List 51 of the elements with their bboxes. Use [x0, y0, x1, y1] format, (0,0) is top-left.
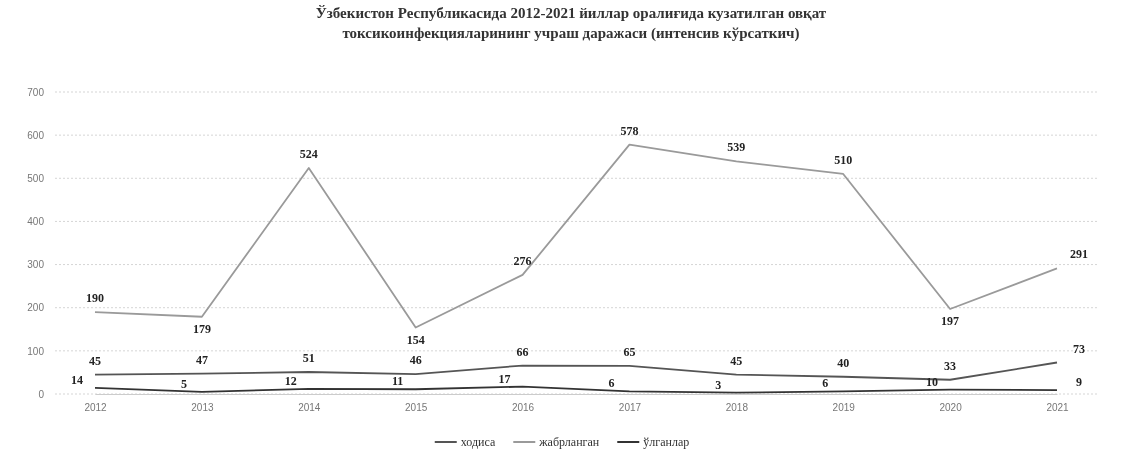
- data-label: 45: [730, 353, 743, 368]
- data-label: 291: [1070, 247, 1088, 262]
- chart-title: Ўзбекистон Республикасида 2012-2021 йиллар оралиғида кузатилган овқат токсикоинфекцияларининг учраш даражаси (интенсив кўрсаткич): [315, 5, 827, 42]
- x-tick-label: 2012: [84, 402, 108, 413]
- data-label: 9: [1076, 375, 1082, 390]
- data-label: 51: [302, 351, 315, 365]
- legend-label: ходиса: [460, 435, 496, 449]
- x-tick-label: 2019: [832, 402, 856, 413]
- data-label: 197: [941, 314, 960, 329]
- x-tick-label: 2017: [618, 402, 642, 413]
- y-tick-label: 0: [38, 388, 45, 400]
- data-label: 539: [727, 140, 746, 155]
- y-tick-label: 200: [27, 302, 45, 314]
- data-label: 47: [195, 352, 208, 367]
- data-label: 14: [71, 372, 83, 387]
- data-label: 33: [944, 358, 957, 373]
- data-label: 46: [409, 353, 422, 368]
- data-label: 40: [837, 355, 850, 370]
- legend-label: ўлганлар: [643, 435, 690, 449]
- x-tick-label: 2014: [298, 402, 321, 413]
- y-tick-label: 300: [27, 259, 45, 271]
- data-label: 524: [299, 146, 318, 161]
- x-tick-label: 2021: [1046, 402, 1070, 413]
- x-tick-label: 2013: [191, 402, 214, 413]
- y-tick-label: 700: [27, 86, 45, 98]
- data-label: 3: [715, 377, 722, 392]
- data-label: 65: [623, 344, 636, 359]
- data-label: 17: [498, 371, 511, 386]
- data-label: 5: [180, 376, 187, 391]
- data-label: 179: [192, 321, 211, 336]
- data-label: 6: [822, 376, 829, 391]
- y-tick-label: 500: [27, 172, 45, 184]
- x-tick-label: 2020: [939, 402, 963, 413]
- y-tick-label: 400: [27, 216, 45, 228]
- data-label: 66: [516, 344, 529, 359]
- y-tick-label: 100: [27, 345, 45, 357]
- data-label: 190: [86, 291, 104, 306]
- data-label: 45: [89, 353, 101, 368]
- data-label: 6: [608, 376, 615, 391]
- x-tick-label: 2015: [405, 402, 428, 413]
- data-label: 276: [513, 253, 532, 268]
- x-tick-label: 2018: [725, 402, 749, 413]
- data-label: 11: [391, 374, 404, 389]
- data-label: 73: [1073, 341, 1085, 356]
- x-tick-label: 2016: [511, 402, 535, 413]
- data-label: 154: [406, 332, 425, 347]
- y-tick-label: 600: [27, 129, 45, 141]
- data-label: 578: [620, 123, 639, 138]
- legend-label: жабрланган: [538, 435, 600, 449]
- data-label: 12: [284, 373, 297, 388]
- data-label: 510: [834, 152, 853, 167]
